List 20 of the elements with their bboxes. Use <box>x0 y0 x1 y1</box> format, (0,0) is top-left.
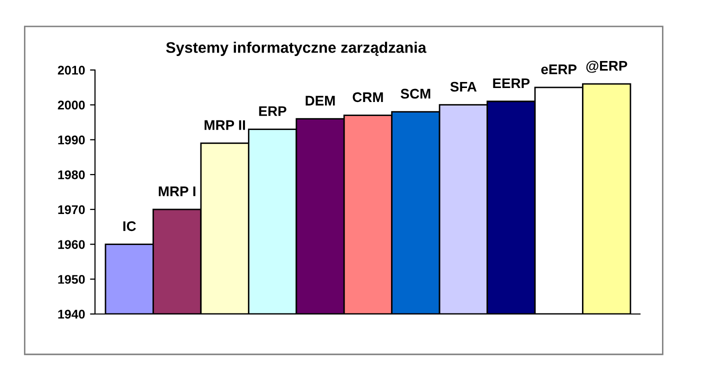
x-tick-label: @ERP <box>586 60 628 73</box>
x-tick-label: ERP <box>259 106 286 116</box>
x-tick-label: DEM <box>306 96 335 106</box>
y-tick-label: 2010 <box>58 66 85 75</box>
chart-title: Systemy informatyczne zarządzania <box>166 42 426 56</box>
x-tick-label: IC <box>123 221 136 232</box>
y-tick-label: 1970 <box>58 205 85 214</box>
y-tick-label: 1960 <box>58 240 85 249</box>
x-tick-label: MRP II <box>204 120 245 130</box>
y-tick-label: 1980 <box>58 170 85 180</box>
y-tick-label: 1990 <box>58 136 85 144</box>
x-tick-label: MRP I <box>158 186 196 196</box>
x-tick-label: eERP <box>541 64 577 74</box>
x-tick-label: CRM <box>352 92 383 102</box>
x-tick-label: SCM <box>400 88 430 99</box>
y-tick-label: 1940 <box>58 310 85 319</box>
y-tick-label: 1950 <box>58 274 85 284</box>
y-tick-label: 2000 <box>58 100 85 110</box>
x-tick-label: SFA <box>450 82 477 92</box>
x-tick-label: EERP <box>493 78 530 88</box>
